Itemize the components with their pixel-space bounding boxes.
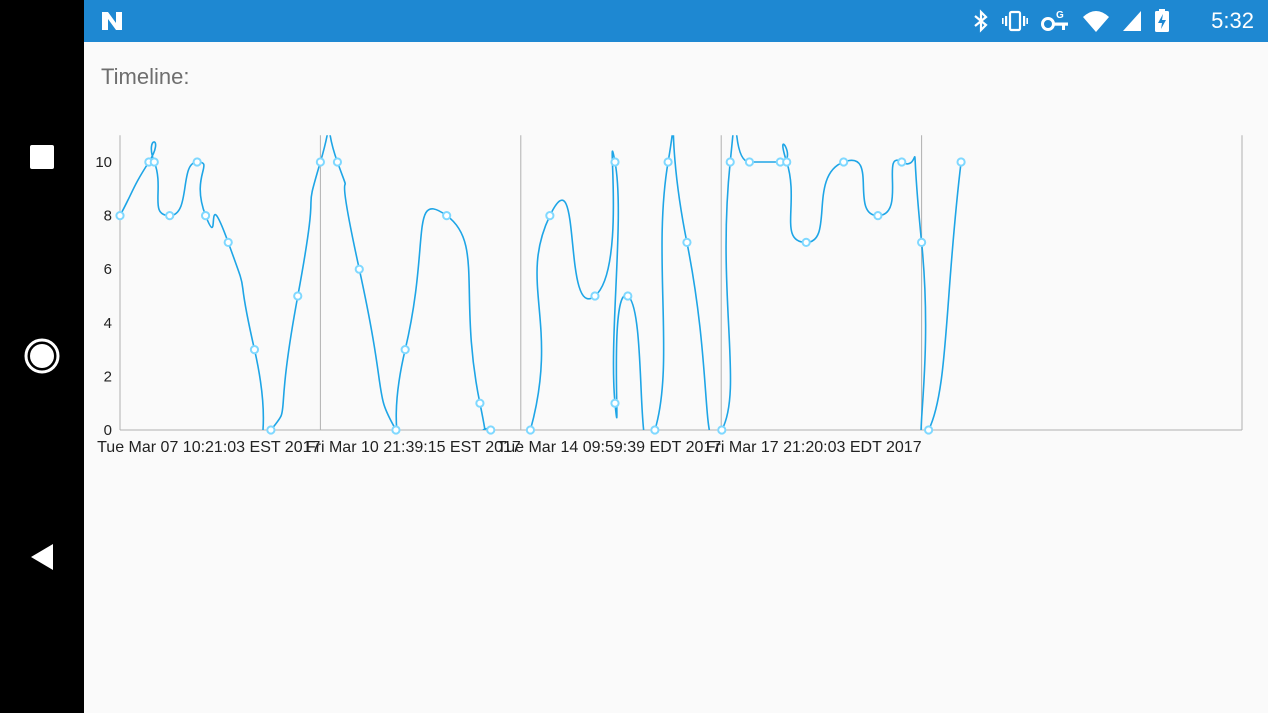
data-point	[873, 211, 883, 221]
data-point	[717, 425, 727, 435]
x-tick-label: Fri Mar 10 21:39:15 EST 2017	[306, 439, 521, 456]
circle-icon	[24, 338, 60, 374]
data-point	[354, 264, 364, 274]
data-point	[782, 157, 792, 167]
y-tick-label: 4	[104, 315, 112, 332]
data-point	[545, 211, 555, 221]
data-point	[475, 398, 485, 408]
y-tick-label: 8	[104, 208, 112, 225]
back-button[interactable]	[0, 540, 84, 574]
data-point	[682, 237, 692, 247]
svg-text:G: G	[1056, 10, 1064, 21]
data-point	[391, 425, 401, 435]
data-point	[610, 398, 620, 408]
status-clock: 5:32	[1211, 8, 1254, 33]
data-point	[801, 237, 811, 247]
data-point	[165, 211, 175, 221]
data-point	[663, 157, 673, 167]
vibrate-icon	[1002, 10, 1028, 32]
data-point	[744, 157, 755, 167]
data-point	[610, 157, 620, 167]
data-point	[897, 157, 907, 167]
x-tick-label: Tue Mar 14 09:59:39 EDT 2017	[497, 439, 721, 456]
data-point	[839, 157, 849, 167]
data-point	[590, 291, 600, 301]
data-point	[917, 237, 927, 247]
data-point	[315, 157, 325, 167]
home-button[interactable]	[0, 336, 84, 376]
square-icon	[30, 145, 54, 169]
wifi-icon	[1083, 11, 1109, 32]
vpn-key-icon: G	[1041, 10, 1068, 31]
navigation-bar	[0, 0, 84, 713]
data-point	[650, 425, 660, 435]
timeline-heading: Timeline:	[101, 64, 190, 89]
y-tick-label: 0	[104, 422, 112, 439]
bluetooth-icon	[974, 9, 988, 33]
data-point	[486, 425, 496, 435]
data-point	[332, 157, 343, 167]
x-tick-label: Tue Mar 07 10:21:03 EST 2017	[97, 439, 320, 456]
data-point	[725, 157, 735, 167]
battery-charging-icon	[1155, 9, 1169, 32]
series-line	[120, 135, 962, 430]
recents-button[interactable]	[0, 140, 84, 174]
data-point	[115, 211, 125, 221]
status-bar: G 5:32	[84, 0, 1268, 42]
data-point	[956, 157, 966, 167]
timeline-content: Timeline: 0 2 4 6 8 10 Tue Mar 07 10:21:03 EST…	[84, 42, 1268, 713]
y-tick-label: 2	[104, 368, 112, 385]
data-point	[924, 425, 934, 435]
data-point	[266, 425, 276, 435]
status-icons: G	[972, 9, 1170, 33]
x-tick-label: Fri Mar 17 21:20:03 EDT 2017	[706, 439, 922, 456]
data-point	[525, 425, 536, 435]
y-tick-label: 10	[95, 154, 112, 171]
notification-n-icon	[102, 12, 122, 30]
data-point	[442, 211, 452, 221]
data-point	[400, 345, 410, 355]
data-point	[293, 291, 303, 301]
data-point	[223, 237, 233, 247]
cell-signal-icon	[1123, 11, 1141, 31]
data-point	[192, 157, 202, 167]
data-point	[149, 157, 159, 167]
y-tick-label: 6	[104, 261, 112, 278]
data-point	[200, 211, 211, 221]
back-triangle-icon	[31, 544, 53, 570]
data-point	[623, 291, 633, 301]
data-point	[249, 345, 260, 355]
